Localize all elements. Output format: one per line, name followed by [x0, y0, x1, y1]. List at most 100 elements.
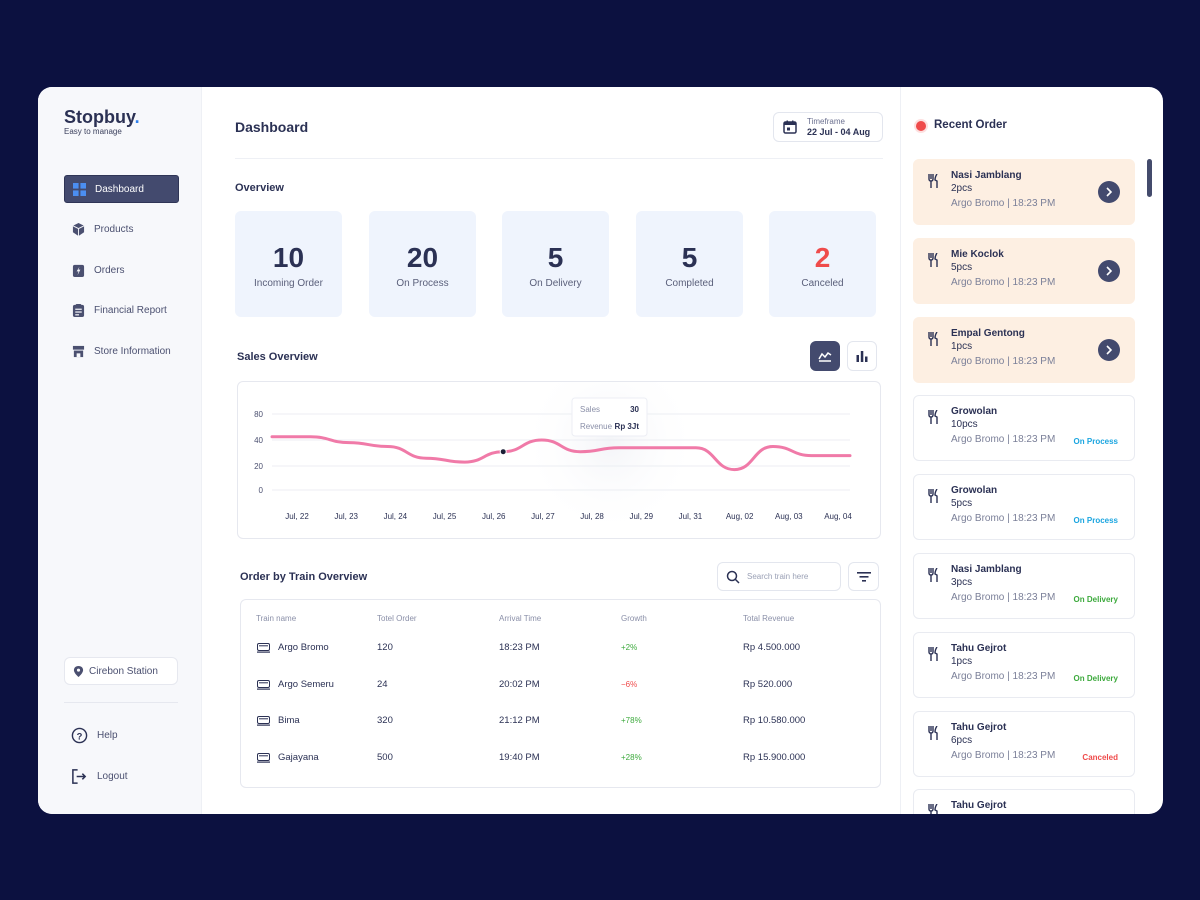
column-header: Train name	[256, 614, 297, 623]
train-name: Argo Semeru	[278, 679, 334, 690]
stat-card-completed[interactable]: 5 Completed	[636, 211, 743, 317]
arrival-time: 18:23 PM	[499, 642, 540, 653]
order-item-name: Growolan	[951, 485, 998, 497]
x-tick-label: Jul, 23	[334, 512, 358, 521]
stat-card-on-process[interactable]: 20 On Process	[369, 211, 476, 317]
train-icon	[257, 753, 270, 763]
recent-order-card[interactable]: Nasi Jamblang 2pcs Argo Bromo | 18:23 PM	[913, 159, 1135, 225]
recent-order-card[interactable]: Tahu Gejrot	[913, 789, 1135, 814]
sales-chart: 0 20 40 80 Jul, 22 Jul, 23 Jul, 24 Jul, 25 Jul,…	[237, 347, 881, 539]
utensils-icon	[928, 488, 940, 504]
stat-label: Canceled	[801, 278, 844, 289]
logout-icon	[72, 769, 87, 784]
table-row[interactable]: Argo Bromo 120 18:23 PM +2% Rp 4.500.000	[241, 638, 882, 658]
recent-order-card[interactable]: Growolan 5pcs Argo Bromo | 18:23 PM On Proc…	[913, 474, 1135, 541]
utensils-icon	[928, 646, 940, 661]
stat-value: 5	[547, 242, 564, 273]
search-input[interactable]: Search train here	[717, 562, 841, 591]
order-item-name: Nasi Jamblang	[951, 564, 1022, 575]
order-item-name: Mie Koclok	[951, 248, 1004, 260]
tooltip-revenue-value: Rp 3Jt	[615, 422, 640, 431]
order-status-badge: On Process	[1073, 437, 1118, 447]
column-header: Totel Order	[377, 614, 417, 623]
column-header: Arrival Time	[499, 614, 542, 623]
order-item-qty: 1pcs	[951, 340, 973, 352]
stat-value: 2	[814, 242, 831, 273]
stat-value: 5	[681, 242, 698, 273]
open-order-button[interactable]	[1098, 338, 1120, 361]
recent-order-card[interactable]: Nasi Jamblang 3pcs Argo Bromo | 18:23 PM On…	[913, 553, 1135, 619]
recent-order-card[interactable]: Tahu Gejrot 1pcs Argo Bromo | 18:23 PM On D…	[913, 631, 1135, 698]
table-row[interactable]: Gajayana 500 19:40 PM +28% Rp 15.900.000	[241, 748, 882, 768]
help-label: Help	[97, 730, 118, 741]
stat-value: 10	[272, 242, 305, 273]
stat-card-incoming[interactable]: 10 Incoming Order	[235, 211, 342, 317]
help-link[interactable]: ? Help	[71, 727, 118, 744]
open-order-button[interactable]	[1098, 181, 1120, 203]
order-item-meta: Argo Bromo | 18:23 PM	[951, 355, 1056, 367]
x-tick-label: Jul, 28	[580, 512, 604, 521]
stat-card-canceled[interactable]: 2 Canceled	[769, 211, 876, 317]
stat-label: Incoming Order	[254, 278, 323, 289]
open-order-button[interactable]	[1098, 259, 1120, 282]
sidebar-divider	[64, 702, 178, 703]
bar-chart-icon	[856, 351, 868, 362]
recent-order-card[interactable]: Tahu Gejrot 6pcs Argo Bromo | 18:23 PM Canc…	[913, 710, 1135, 777]
sidebar-item-label: Store Information	[94, 345, 171, 357]
arrival-time: 19:40 PM	[499, 752, 540, 763]
x-tick-label: Jul, 26	[482, 512, 506, 521]
x-tick-label: Jul, 27	[531, 512, 555, 521]
column-header: Total Revenue	[743, 614, 795, 623]
recent-order-card[interactable]: Empal Gentong 1pcs Argo Bromo | 18:23 PM	[913, 316, 1135, 383]
recent-order-card[interactable]: Growolan 10pcs Argo Bromo | 18:23 PM On Pro…	[913, 395, 1135, 462]
highlighted-data-point[interactable]	[499, 448, 507, 456]
total-order: 24	[377, 679, 388, 690]
timeframe-picker[interactable]: Timeframe 22 Jul - 04 Aug	[773, 112, 883, 142]
x-tick-label: Jul, 24	[384, 512, 408, 521]
table-row[interactable]: Bima 320 21:12 PM +78% Rp 10.580.000	[241, 711, 882, 731]
column-header: Growth	[621, 614, 647, 623]
stat-label: Completed	[665, 278, 714, 289]
recent-orders-title: Recent Order	[934, 119, 1007, 131]
sidebar-item-store-information[interactable]: Store Information	[64, 337, 179, 365]
recent-orders-panel: Recent Order Nasi Jamblang 2pcs Argo Bromo…	[900, 87, 1163, 814]
arrival-time: 20:02 PM	[499, 679, 540, 690]
growth-value: +2%	[621, 643, 638, 652]
scrollbar-thumb[interactable]	[1147, 159, 1152, 197]
stat-card-on-delivery[interactable]: 5 On Delivery	[502, 211, 609, 317]
order-item-name: Tahu Gejrot	[951, 800, 1007, 812]
order-item-name: Growolan	[951, 406, 998, 418]
sidebar-item-products[interactable]: Products	[64, 216, 179, 244]
grid-icon	[73, 182, 86, 196]
x-tick-label: Aug, 04	[824, 512, 852, 521]
utensils-icon	[928, 567, 940, 582]
sidebar-item-dashboard[interactable]: Dashboard	[64, 175, 179, 203]
sidebar-item-financial-report[interactable]: Financial Report	[64, 297, 179, 325]
train-orders-table: Train name Totel Order Arrival Time Grow…	[240, 599, 881, 788]
station-selector[interactable]: Cirebon Station	[64, 657, 178, 685]
line-chart-toggle-button[interactable]	[810, 341, 840, 371]
logout-link[interactable]: Logout	[71, 768, 128, 785]
total-order: 120	[377, 642, 393, 653]
sidebar: Stopbuy. Easy to manage Dashboard Produc…	[38, 87, 202, 814]
chart-tooltip: Sales 30 Revenue Rp 3Jt	[571, 397, 648, 437]
sidebar-item-orders[interactable]: Orders	[64, 256, 179, 284]
store-icon	[72, 345, 85, 357]
sidebar-item-label: Dashboard	[95, 183, 144, 195]
table-row[interactable]: Argo Semeru 24 20:02 PM −6% Rp 520.000	[241, 675, 882, 695]
bar-chart-toggle-button[interactable]	[847, 341, 877, 371]
order-item-qty: 6pcs	[951, 734, 973, 746]
order-item-meta: Argo Bromo | 18:23 PM	[951, 592, 1056, 603]
recent-order-card[interactable]: Mie Koclok 5pcs Argo Bromo | 18:23 PM	[913, 237, 1135, 304]
page-title: Dashboard	[235, 119, 309, 135]
total-revenue: Rp 10.580.000	[743, 715, 806, 726]
stat-label: On Delivery	[529, 278, 582, 289]
search-placeholder: Search train here	[747, 572, 809, 581]
svg-text:?: ?	[77, 731, 83, 742]
y-tick-label: 80	[254, 410, 263, 419]
filter-button[interactable]	[848, 562, 879, 591]
order-by-train-title: Order by Train Overview	[240, 571, 368, 583]
order-item-name: Tahu Gejrot	[951, 642, 1007, 654]
sidebar-item-label: Products	[94, 224, 134, 235]
sidebar-nav: Dashboard Products Orders Financial Repo…	[64, 175, 179, 378]
